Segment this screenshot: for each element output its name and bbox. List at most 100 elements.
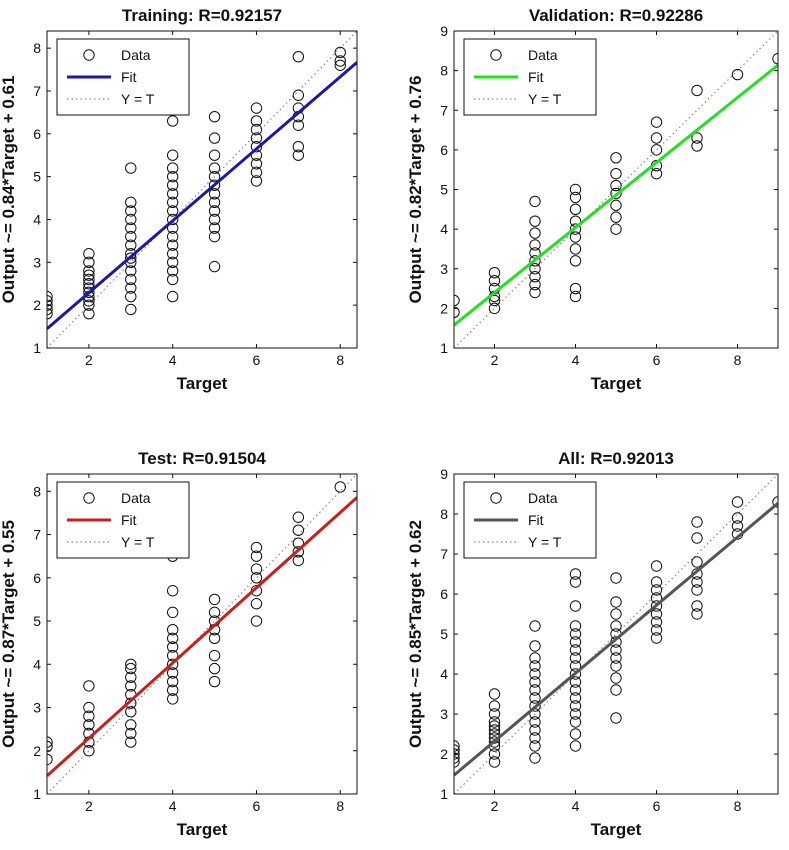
y-tick-label: 6	[440, 586, 448, 602]
y-tick-label: 2	[440, 300, 448, 316]
data-point	[208, 170, 221, 183]
data-point	[610, 712, 622, 724]
fit-line	[454, 502, 778, 777]
data-point	[569, 290, 582, 303]
data-point	[125, 252, 137, 264]
data-point	[125, 282, 137, 294]
data-point	[250, 563, 263, 575]
y-axis-label: Output ~= 0.84*Target + 0.61	[0, 76, 18, 304]
data-point	[47, 290, 53, 303]
data-point	[650, 624, 663, 636]
legend-entry: Fit	[121, 69, 137, 85]
data-point	[83, 308, 95, 320]
data-point	[529, 620, 541, 632]
data-point	[610, 572, 622, 584]
data-point	[650, 584, 663, 596]
data-point	[208, 132, 221, 144]
data-point	[488, 708, 501, 720]
legend-entry: Fit	[528, 512, 544, 528]
data-point	[292, 149, 305, 161]
data-point	[650, 132, 663, 144]
data-point	[569, 243, 582, 255]
data-point	[569, 576, 582, 588]
data-point	[250, 572, 263, 584]
y-tick-label: 5	[440, 182, 448, 198]
data-point	[125, 727, 137, 740]
x-tick-label: 4	[169, 352, 177, 368]
data-point	[292, 554, 305, 567]
data-point	[454, 752, 460, 764]
data-point	[529, 263, 541, 275]
data-point	[125, 680, 137, 692]
data-point	[292, 511, 305, 523]
data-point	[166, 149, 179, 161]
x-tick-label: 8	[734, 798, 742, 814]
data-point	[529, 692, 541, 704]
y-tick-label: 7	[33, 527, 41, 543]
data-point	[250, 132, 263, 144]
data-point	[610, 167, 622, 180]
data-point	[454, 294, 460, 307]
data-point	[569, 692, 582, 704]
y-axis-label: Output ~= 0.87*Target + 0.55	[0, 520, 18, 748]
x-tick-label: 8	[734, 352, 742, 368]
data-point	[529, 724, 541, 736]
identity-line	[47, 31, 357, 348]
plot-content	[47, 31, 357, 348]
data-point	[83, 278, 95, 290]
data-point	[731, 68, 744, 81]
y-tick-label: 4	[440, 666, 448, 682]
data-point	[83, 265, 95, 277]
plot-title: Test: R=0.91504	[138, 449, 266, 468]
data-point	[47, 295, 53, 307]
data-point	[292, 524, 305, 536]
data-point	[166, 658, 179, 670]
data-point	[488, 267, 501, 279]
plot-title: Training: R=0.92157	[122, 6, 282, 25]
data-point	[650, 167, 663, 180]
data-point	[125, 658, 137, 670]
data-point	[166, 115, 179, 127]
data-point	[529, 684, 541, 696]
legend-entry: Y = T	[121, 534, 155, 550]
y-tick-label: 1	[440, 340, 448, 356]
data-point	[208, 649, 221, 662]
data-point	[334, 59, 346, 71]
data-point	[610, 179, 622, 192]
legend-entry: Data	[121, 490, 151, 506]
plot-content	[454, 31, 778, 348]
y-axis-label: Output ~= 0.85*Target + 0.62	[406, 520, 425, 748]
data-point	[691, 608, 703, 620]
data-point	[166, 273, 179, 286]
data-point	[125, 303, 137, 316]
data-point	[569, 628, 582, 640]
y-tick-label: 8	[33, 483, 41, 499]
legend-entry: Fit	[528, 69, 544, 85]
data-point	[125, 706, 137, 718]
x-tick-label: 4	[572, 798, 580, 814]
data-point	[529, 247, 541, 259]
data-point	[569, 568, 582, 580]
identity-line	[454, 474, 778, 794]
x-tick-label: 6	[653, 352, 661, 368]
data-point	[650, 608, 663, 620]
data-point	[250, 102, 263, 114]
data-point	[83, 719, 95, 731]
data-point	[250, 158, 263, 170]
data-point	[610, 596, 622, 608]
y-tick-label: 6	[33, 570, 41, 586]
x-tick-label: 4	[572, 352, 580, 368]
data-point	[208, 213, 221, 226]
data-point	[731, 496, 744, 508]
data-point	[529, 732, 541, 744]
data-point	[208, 632, 221, 645]
data-point	[691, 84, 703, 97]
data-point	[166, 585, 179, 597]
data-point	[125, 265, 137, 277]
y-tick-label: 7	[33, 83, 41, 99]
data-point	[83, 295, 95, 307]
data-point	[529, 640, 541, 652]
data-point	[47, 740, 53, 753]
data-point	[529, 255, 541, 267]
data-point	[610, 608, 622, 620]
